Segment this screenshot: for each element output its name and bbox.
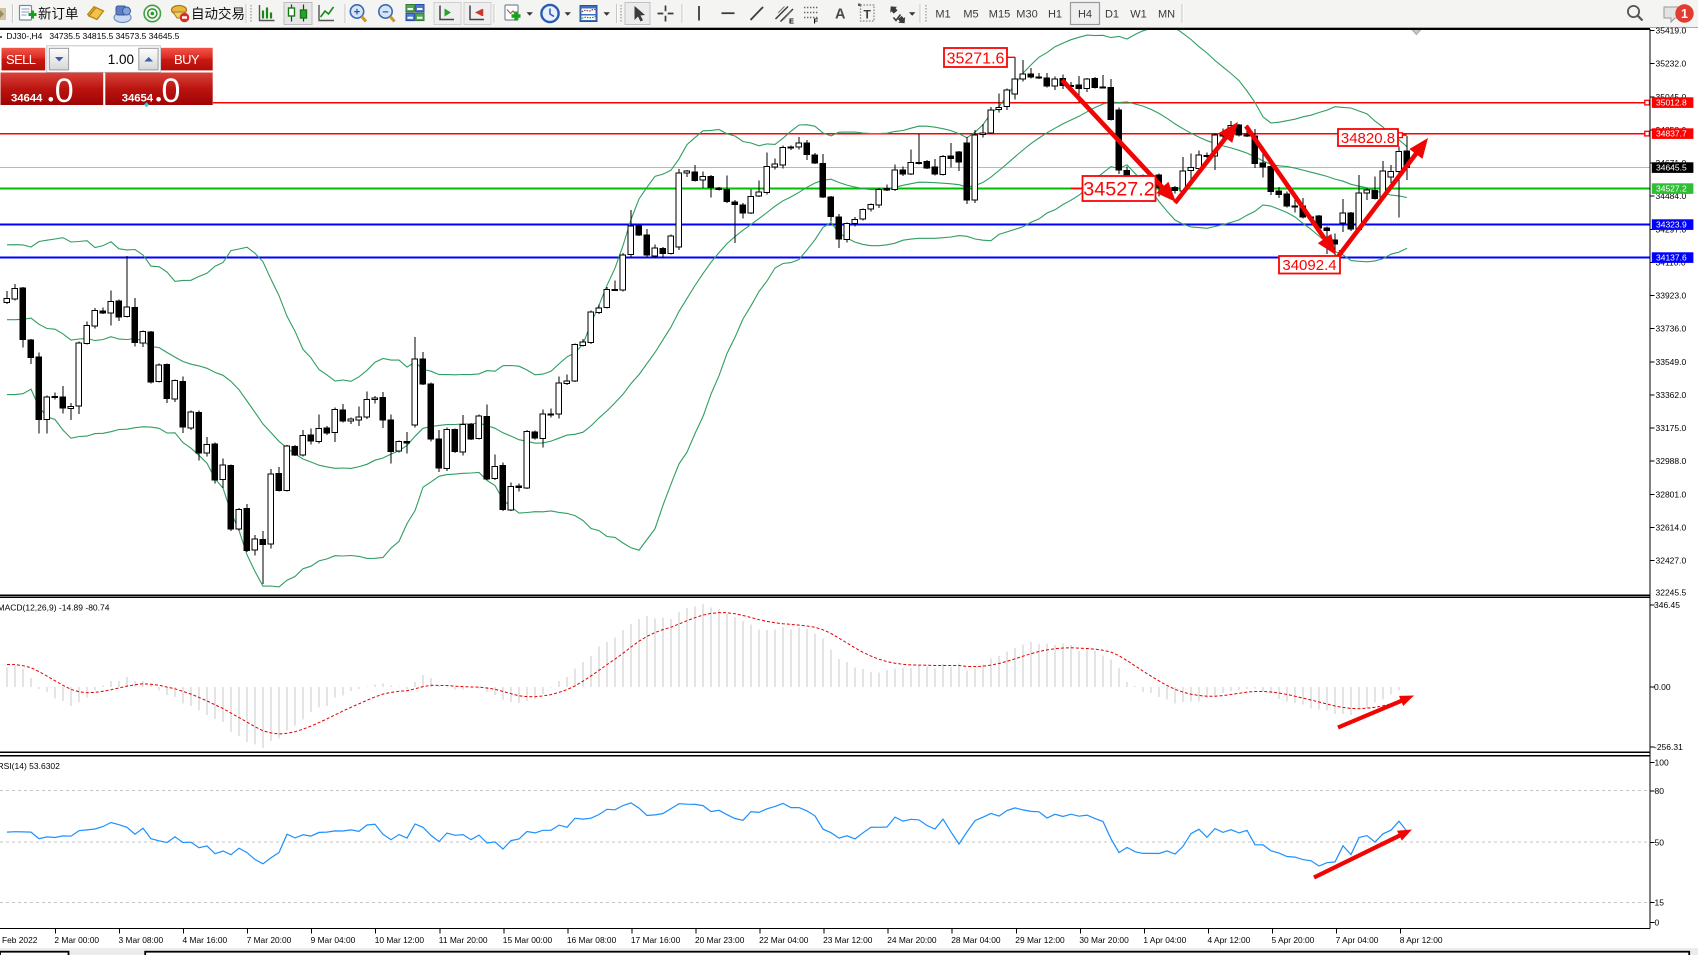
svg-text:BUY: BUY	[174, 52, 200, 67]
svg-text:-256.31: -256.31	[1654, 742, 1683, 752]
svg-text:34527.2: 34527.2	[1083, 179, 1155, 201]
svg-text:17 Mar 16:00: 17 Mar 16:00	[631, 935, 681, 945]
svg-text:35419.0: 35419.0	[1656, 26, 1687, 36]
svg-text:1.00: 1.00	[108, 52, 134, 67]
svg-text:35045.0: 35045.0	[1656, 92, 1687, 102]
svg-text:7 Mar 20:00: 7 Mar 20:00	[247, 935, 292, 945]
svg-text:0: 0	[55, 72, 74, 110]
svg-text:5 Apr 20:00: 5 Apr 20:00	[1272, 935, 1315, 945]
svg-text:34137.6: 34137.6	[1656, 253, 1687, 263]
svg-text:M5: M5	[963, 9, 978, 21]
svg-text:0: 0	[1655, 918, 1660, 928]
svg-text:16 Mar 08:00: 16 Mar 08:00	[567, 935, 617, 945]
svg-text:SELL: SELL	[6, 52, 36, 67]
svg-text:H4: H4	[1078, 9, 1092, 21]
svg-text:W1: W1	[1130, 9, 1147, 21]
svg-text:32988.0: 32988.0	[1656, 456, 1687, 466]
svg-text:10 Mar 12:00: 10 Mar 12:00	[375, 935, 425, 945]
svg-text:34484.0: 34484.0	[1656, 191, 1687, 201]
svg-text:RSI(14) 53.6302: RSI(14) 53.6302	[0, 761, 60, 771]
svg-text:M30: M30	[1016, 9, 1037, 21]
svg-text:D1: D1	[1105, 9, 1119, 21]
svg-text:30 Mar 20:00: 30 Mar 20:00	[1079, 935, 1129, 945]
svg-text:H1: H1	[1048, 9, 1062, 21]
svg-text:1: 1	[1681, 7, 1688, 21]
svg-text:自动交易: 自动交易	[191, 6, 245, 22]
svg-text:34654: 34654	[122, 93, 154, 105]
svg-text:32801.0: 32801.0	[1656, 489, 1687, 499]
svg-text:M15: M15	[989, 9, 1010, 21]
svg-text:F: F	[814, 17, 819, 26]
svg-text:24 Mar 20:00: 24 Mar 20:00	[887, 935, 937, 945]
svg-text:35012.8: 35012.8	[1656, 98, 1687, 108]
svg-text:34820.8: 34820.8	[1341, 130, 1395, 147]
svg-text:9 Mar 04:00: 9 Mar 04:00	[311, 935, 356, 945]
svg-text:32614.0: 32614.0	[1656, 523, 1687, 533]
svg-text:−: −	[382, 7, 388, 19]
svg-text:34092.4: 34092.4	[1282, 257, 1336, 274]
svg-text:50: 50	[1655, 838, 1665, 848]
svg-text:33736.0: 33736.0	[1656, 324, 1687, 334]
svg-text:34527.2: 34527.2	[1656, 184, 1687, 194]
svg-text:34644: 34644	[11, 93, 43, 105]
svg-text:22 Mar 04:00: 22 Mar 04:00	[759, 935, 809, 945]
svg-text:7 Apr 04:00: 7 Apr 04:00	[1336, 935, 1379, 945]
svg-text:DJ30-,H4 34735.5 34815.5 345: DJ30-,H4 34735.5 34815.5 34573.5 34645.5	[6, 31, 179, 41]
svg-text:32245.5: 32245.5	[1656, 587, 1687, 597]
svg-text:新订单: 新订单	[38, 7, 79, 22]
svg-text:20 Mar 23:00: 20 Mar 23:00	[695, 935, 745, 945]
svg-text:E: E	[789, 17, 794, 26]
svg-text:8 Apr 12:00: 8 Apr 12:00	[1400, 935, 1443, 945]
svg-text:23 Mar 12:00: 23 Mar 12:00	[823, 935, 873, 945]
svg-text:100: 100	[1655, 758, 1669, 768]
svg-text:33362.0: 33362.0	[1656, 390, 1687, 400]
svg-text:29 Mar 12:00: 29 Mar 12:00	[1015, 935, 1065, 945]
svg-text:T: T	[864, 8, 872, 22]
svg-text:M1: M1	[935, 9, 950, 21]
svg-text:34837.7: 34837.7	[1656, 129, 1687, 139]
svg-text:4 Mar 16:00: 4 Mar 16:00	[183, 935, 228, 945]
svg-text:35271.6: 35271.6	[947, 50, 1005, 67]
svg-text:346.45: 346.45	[1654, 600, 1680, 610]
svg-text:34323.9: 34323.9	[1656, 220, 1687, 230]
svg-text:80: 80	[1655, 786, 1665, 796]
svg-text:1 Apr 04:00: 1 Apr 04:00	[1143, 935, 1186, 945]
svg-text:33923.0: 33923.0	[1656, 291, 1687, 301]
svg-text:15 Mar 00:00: 15 Mar 00:00	[503, 935, 553, 945]
svg-text:MN: MN	[1158, 9, 1175, 21]
svg-text:0.00: 0.00	[1654, 682, 1671, 692]
svg-text:15: 15	[1655, 898, 1665, 908]
svg-text:32427.0: 32427.0	[1656, 556, 1687, 566]
svg-text:33549.0: 33549.0	[1656, 357, 1687, 367]
svg-text:+: +	[354, 7, 360, 19]
svg-text:4 Apr 12:00: 4 Apr 12:00	[1208, 935, 1251, 945]
svg-text:0: 0	[162, 72, 181, 110]
svg-text:Feb 2022: Feb 2022	[2, 935, 38, 945]
svg-text:33175.0: 33175.0	[1656, 423, 1687, 433]
svg-text:28 Mar 04:00: 28 Mar 04:00	[951, 935, 1001, 945]
svg-text:35232.0: 35232.0	[1656, 59, 1687, 69]
svg-text:11 Mar 20:00: 11 Mar 20:00	[439, 935, 488, 945]
svg-text:3 Mar 08:00: 3 Mar 08:00	[119, 935, 164, 945]
svg-text:MACD(12,26,9) -14.89 -80.74: MACD(12,26,9) -14.89 -80.74	[0, 603, 110, 613]
svg-text:2 Mar 00:00: 2 Mar 00:00	[54, 935, 99, 945]
svg-text:A: A	[835, 7, 846, 23]
svg-text:34645.5: 34645.5	[1656, 163, 1687, 173]
